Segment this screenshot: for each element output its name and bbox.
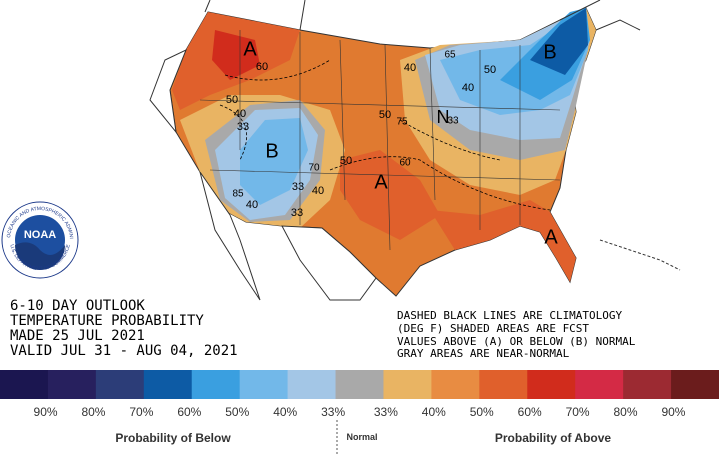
legend-swatch: [287, 370, 337, 399]
legend-swatch: [383, 370, 432, 399]
map-label: 33: [291, 207, 303, 219]
outlook-line: MADE 25 JUL 2021: [10, 328, 145, 344]
legend-swatch: [479, 370, 528, 399]
map-label: 40: [234, 108, 246, 120]
legend-swatch: [47, 370, 97, 399]
map-label: A: [243, 38, 257, 60]
map-label: 75: [396, 117, 408, 128]
note-line: GRAY AREAS ARE NEAR-NORMAL: [397, 347, 570, 360]
legend-label: 33%: [374, 405, 398, 419]
map-label: 40: [404, 62, 416, 74]
map-label: 40: [312, 185, 324, 197]
legend-label: 80%: [81, 405, 105, 419]
legend-swatch: [0, 370, 49, 399]
map-label: 33: [292, 181, 304, 193]
outlook-line: VALID JUL 31 - AUG 04, 2021: [10, 343, 238, 359]
note-line: (DEG F) SHADED AREAS ARE FCST: [397, 322, 589, 335]
legend-swatch: [527, 370, 576, 399]
state-lines: [199, 30, 561, 251]
legend-swatch: [431, 370, 480, 399]
legend-swatch: [671, 370, 719, 399]
coast: [149, 48, 187, 134]
map-label: 65: [444, 50, 456, 61]
map-label: 85: [232, 189, 244, 200]
islands: [599, 239, 681, 271]
legend-swatch: [191, 370, 241, 399]
map-label: 50: [379, 109, 391, 121]
legend-swatch: [575, 370, 624, 399]
map-label: B: [265, 140, 278, 162]
map-label: N: [437, 107, 450, 127]
below-area: [530, 8, 588, 75]
outlook-line: TEMPERATURE PROBABILITY: [10, 313, 204, 329]
map-label: 33: [447, 116, 459, 127]
legend: Probability of Below Normal Probability …: [0, 370, 719, 455]
map-label: 60: [399, 158, 411, 169]
map-label: A: [374, 171, 388, 193]
legend-label: 50%: [470, 405, 494, 419]
legend-swatch: [239, 370, 289, 399]
map-label: 50: [340, 155, 352, 167]
above-area: [430, 200, 576, 282]
map-label: B: [543, 41, 556, 63]
logo-wave: [15, 242, 65, 270]
legend-swatch: [95, 370, 145, 399]
map-label: 70: [308, 163, 320, 174]
note-line: VALUES ABOVE (A) OR BELOW (B) NORMAL: [397, 335, 636, 348]
legend-swatch: [143, 370, 193, 399]
note-line: DASHED BLACK LINES ARE CLIMATOLOGY: [397, 309, 623, 322]
legend-label: 80%: [614, 405, 638, 419]
below-area: [240, 118, 308, 205]
map-label: A: [544, 226, 558, 248]
legend-swatch: [623, 370, 672, 399]
normal-title: Normal: [346, 432, 377, 442]
legend-label: 40%: [273, 405, 297, 419]
map-label: 50: [484, 64, 496, 76]
mexico-outline: [199, 171, 377, 301]
legend-label: 60%: [177, 405, 201, 419]
outlook-text: 6-10 DAY OUTLOOK TEMPERATURE PROBABILITY…: [10, 298, 238, 359]
map-label: 50: [226, 94, 238, 106]
above-area: [340, 150, 440, 240]
logo-name: NOAA: [24, 229, 56, 241]
legend-label: 90%: [34, 405, 58, 419]
canada-outline: [204, 0, 641, 31]
above-area: [212, 30, 260, 80]
legend-swatch: [335, 370, 384, 399]
legend-label: 70%: [129, 405, 153, 419]
map-label: 33: [237, 121, 249, 133]
legend-label: 50%: [225, 405, 249, 419]
map-label: 40: [246, 199, 258, 211]
legend-label: 90%: [661, 405, 685, 419]
above-title: Probability of Above: [495, 431, 612, 445]
outlook-line: 6-10 DAY OUTLOOK: [10, 298, 145, 314]
map-label: 40: [462, 82, 474, 94]
legend-label: 60%: [518, 405, 542, 419]
legend-label: 33%: [321, 405, 345, 419]
legend-label: 70%: [566, 405, 590, 419]
legend-label: 40%: [422, 405, 446, 419]
below-title: Probability of Below: [115, 431, 231, 445]
map-label: 60: [256, 61, 268, 73]
noaa-logo: NOAA NATIONAL OCEANIC AND ATMOSPHERIC AD…: [1, 201, 79, 279]
notes-text: DASHED BLACK LINES ARE CLIMATOLOGY (DEG …: [397, 309, 636, 360]
